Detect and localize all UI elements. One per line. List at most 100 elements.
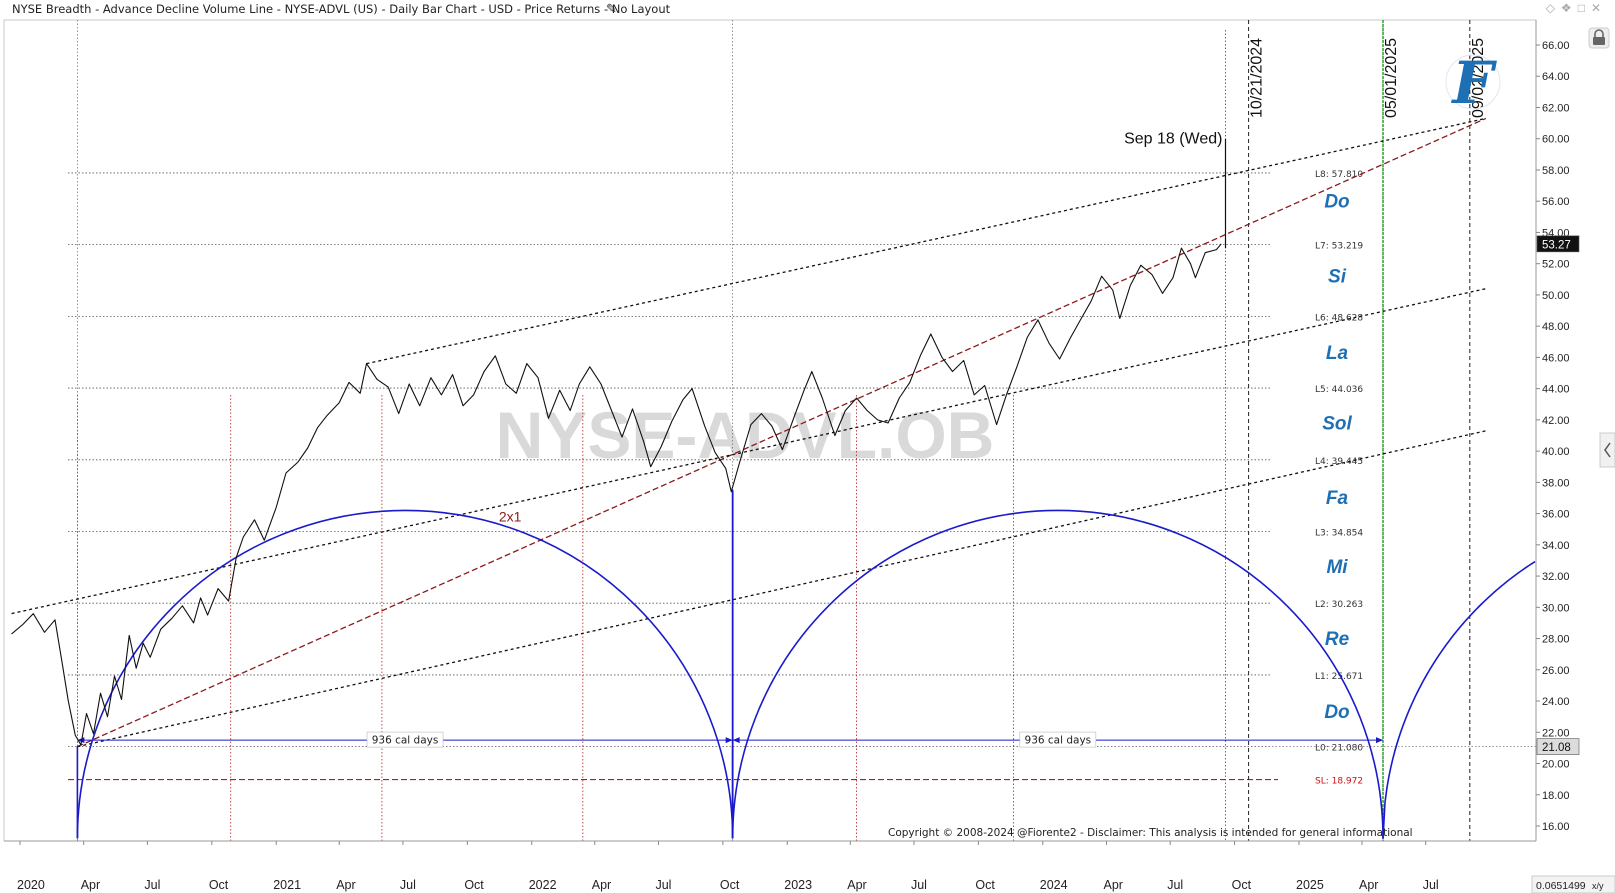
date-marker-label: 10/21/2024	[1249, 38, 1266, 118]
x-tick-label: 2025	[1296, 878, 1324, 892]
x-tick-label: 2022	[529, 878, 557, 892]
cycle-arc	[76, 510, 734, 839]
y-tick-label: 62.00	[1542, 102, 1570, 114]
y-tick-label: 26.00	[1542, 665, 1570, 677]
cycle-label: 936 cal days	[372, 735, 439, 747]
price-box	[1536, 738, 1580, 755]
solfege-label: Sol	[1322, 413, 1352, 434]
level-label: L3: 34.854	[1315, 529, 1363, 539]
window-controls[interactable]: ◇❖□✕	[1545, 1, 1607, 15]
lock-icon-shackle	[1594, 29, 1604, 37]
y-tick-label: 18.00	[1542, 790, 1570, 802]
x-tick-label: 2024	[1040, 878, 1068, 892]
cycle-label-box	[1019, 731, 1097, 748]
x-axis-bg	[0, 841, 1615, 893]
x-tick-label: Oct	[1232, 878, 1252, 892]
date-marker-label: 05/01/2025	[1383, 38, 1400, 118]
collapse-tab-bg	[1599, 432, 1615, 468]
price-box-label: 21.08	[1542, 742, 1571, 754]
x-tick-label: Jul	[144, 878, 160, 892]
y-tick-label: 48.00	[1542, 321, 1570, 333]
price-box-label: 53.27	[1542, 239, 1571, 251]
level-label: L1: 25.671	[1315, 672, 1363, 682]
y-tick-label: 36.00	[1542, 509, 1570, 521]
level-label: L5: 44.036	[1315, 385, 1363, 395]
corner-value-suffix: x/y	[1592, 881, 1604, 891]
fan-line	[366, 117, 1487, 365]
x-tick-label: Jul	[1423, 878, 1439, 892]
y-tick-label: 40.00	[1542, 446, 1570, 458]
cycle-arrowhead	[1376, 737, 1384, 744]
cycle-label: 936 cal days	[1025, 735, 1092, 747]
x-tick-label: 2023	[784, 878, 812, 892]
y-tick-label: 30.00	[1542, 602, 1570, 614]
fan-line	[77, 117, 1487, 748]
x-tick-label: 2021	[273, 878, 301, 892]
x-tick-label: Jul	[655, 878, 671, 892]
y-tick-label: 32.00	[1542, 571, 1570, 583]
y-tick-label: 24.00	[1542, 696, 1570, 708]
x-tick-label: Apr	[1359, 878, 1378, 892]
y-tick-label: 38.00	[1542, 477, 1570, 489]
chevron-left-icon	[1604, 442, 1611, 458]
y-tick-label: 22.00	[1542, 727, 1570, 739]
y-tick-label: 34.00	[1542, 540, 1570, 552]
date-marker-label: 09/02/2025	[1470, 38, 1487, 118]
x-tick-label: Jul	[911, 878, 927, 892]
x-tick-label: Apr	[847, 878, 866, 892]
chart-header: NYSE Breadth - Advance Decline Volume Li…	[0, 0, 1615, 20]
pencil-icon[interactable]: ✎	[606, 1, 617, 16]
price-box	[1536, 235, 1580, 253]
cycle-label-box	[366, 731, 444, 748]
y-tick-label: 28.00	[1542, 634, 1570, 646]
y-tick-label: 20.00	[1542, 759, 1570, 771]
y-tick-label: 16.00	[1542, 821, 1570, 833]
y-tick-label: 56.00	[1542, 196, 1570, 208]
solfege-label: La	[1326, 343, 1349, 364]
y-tick-label: 66.00	[1542, 40, 1570, 52]
x-tick-label: Apr	[592, 878, 611, 892]
x-tick-label: Apr	[1103, 878, 1122, 892]
y-tick-label: 50.00	[1542, 290, 1570, 302]
cycle-arrowhead	[732, 737, 740, 744]
corner-value: 0.0651499	[1536, 880, 1586, 892]
spike-label: Sep 18 (Wed)	[1124, 131, 1222, 148]
solfege-label: Mi	[1326, 557, 1348, 578]
solfege-label: Do	[1324, 702, 1349, 723]
x-tick-label: Jul	[1167, 878, 1183, 892]
price-line	[11, 243, 1222, 746]
cycle-arc	[731, 509, 1384, 839]
cycle-arc	[1382, 560, 1536, 839]
stop-level-label: SL: 18.972	[1315, 777, 1363, 787]
logo: F	[1450, 49, 1497, 117]
y-tick-label: 60.00	[1542, 134, 1570, 146]
solfege-label: Si	[1328, 266, 1347, 287]
cycle-arrowhead	[725, 737, 733, 744]
collapse-tab-icon[interactable]	[1599, 432, 1615, 468]
level-label: L0: 21.080	[1315, 744, 1363, 754]
level-label: L8: 57.810	[1315, 170, 1363, 180]
solfege-label: Do	[1324, 191, 1349, 212]
fan-label: 2x1	[499, 508, 522, 524]
y-tick-label: 64.00	[1542, 71, 1570, 83]
level-label: L6: 48.628	[1315, 313, 1363, 323]
y-axis: 16.00 18.00 20.00 22.00 24.00 26.00 28.00 30.00…	[1535, 20, 1570, 841]
y-tick-label: 52.00	[1542, 259, 1570, 271]
solfege-label: Fa	[1326, 488, 1349, 509]
level-label: L2: 30.263	[1315, 600, 1363, 610]
x-tick-label: Oct	[720, 878, 740, 892]
x-tick-label: Apr	[81, 878, 100, 892]
solfege-label: Re	[1325, 629, 1350, 650]
y-tick-label: 58.00	[1542, 165, 1570, 177]
lock-icon-body	[1593, 37, 1605, 45]
x-tick-label: Jul	[400, 878, 416, 892]
corner-box	[1531, 875, 1615, 893]
logo-ring	[1445, 54, 1501, 110]
fan-line	[77, 430, 1487, 748]
lock-icon[interactable]	[1588, 27, 1610, 49]
y-tick-label: 44.00	[1542, 384, 1570, 396]
x-tick-label: Oct	[464, 878, 484, 892]
chart-title: NYSE Breadth - Advance Decline Volume Li…	[12, 2, 671, 16]
y-tick-label: 42.00	[1542, 415, 1570, 427]
